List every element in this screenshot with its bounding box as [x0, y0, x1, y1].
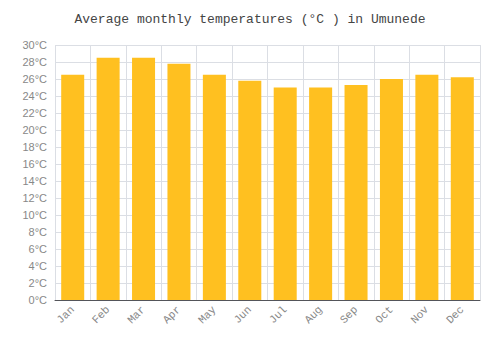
svg-text:4°C: 4°C — [29, 260, 48, 272]
svg-text:30°C: 30°C — [22, 39, 47, 51]
svg-text:16°C: 16°C — [22, 158, 47, 170]
svg-text:18°C: 18°C — [22, 141, 47, 153]
svg-text:Jun: Jun — [232, 304, 254, 326]
svg-text:Jul: Jul — [267, 304, 289, 326]
svg-text:Aug: Aug — [302, 304, 324, 326]
svg-text:Sep: Sep — [338, 304, 360, 326]
svg-text:Apr: Apr — [161, 304, 183, 326]
svg-text:Mar: Mar — [125, 304, 147, 326]
svg-text:0°C: 0°C — [29, 294, 48, 306]
svg-text:22°C: 22°C — [22, 107, 47, 119]
svg-text:20°C: 20°C — [22, 124, 47, 136]
svg-text:28°C: 28°C — [22, 56, 47, 68]
svg-text:14°C: 14°C — [22, 175, 47, 187]
svg-text:Average monthly temperatures (: Average monthly temperatures (°C ) in Um… — [74, 12, 425, 27]
svg-text:May: May — [196, 303, 219, 326]
svg-text:24°C: 24°C — [22, 90, 47, 102]
svg-text:2°C: 2°C — [29, 277, 48, 289]
svg-text:Oct: Oct — [373, 304, 395, 326]
svg-text:Dec: Dec — [444, 304, 466, 326]
svg-text:10°C: 10°C — [22, 209, 47, 221]
svg-text:12°C: 12°C — [22, 192, 47, 204]
svg-text:Nov: Nov — [409, 303, 432, 326]
svg-text:6°C: 6°C — [29, 243, 48, 255]
svg-text:26°C: 26°C — [22, 73, 47, 85]
svg-text:Jan: Jan — [54, 304, 76, 326]
svg-text:8°C: 8°C — [29, 226, 48, 238]
svg-text:Feb: Feb — [90, 304, 112, 326]
